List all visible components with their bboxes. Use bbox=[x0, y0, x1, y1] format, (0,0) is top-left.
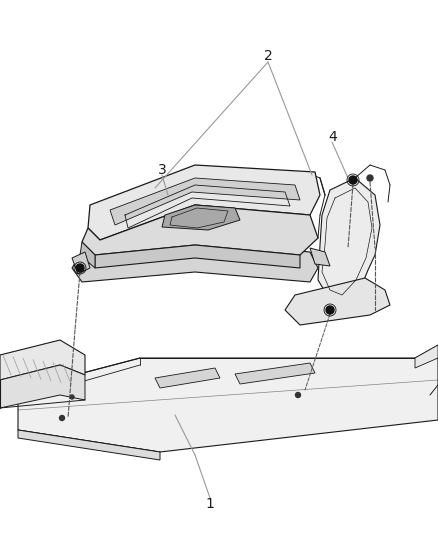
Text: 3: 3 bbox=[158, 163, 166, 177]
Polygon shape bbox=[72, 252, 90, 274]
Circle shape bbox=[70, 395, 74, 399]
Polygon shape bbox=[155, 368, 220, 388]
Polygon shape bbox=[82, 205, 318, 255]
Polygon shape bbox=[318, 178, 380, 305]
Polygon shape bbox=[162, 205, 240, 230]
Polygon shape bbox=[310, 248, 330, 266]
Polygon shape bbox=[235, 363, 315, 384]
Polygon shape bbox=[72, 242, 318, 282]
Circle shape bbox=[326, 306, 334, 314]
Polygon shape bbox=[95, 245, 300, 268]
Polygon shape bbox=[415, 345, 438, 368]
Circle shape bbox=[60, 416, 64, 421]
Polygon shape bbox=[18, 430, 160, 460]
Text: 4: 4 bbox=[328, 130, 337, 144]
Polygon shape bbox=[0, 340, 85, 380]
Polygon shape bbox=[110, 178, 300, 225]
Polygon shape bbox=[0, 365, 85, 408]
Circle shape bbox=[349, 176, 357, 184]
Polygon shape bbox=[80, 242, 95, 268]
Text: 1: 1 bbox=[205, 497, 215, 511]
Polygon shape bbox=[285, 278, 390, 325]
Circle shape bbox=[296, 392, 300, 398]
Polygon shape bbox=[18, 358, 438, 452]
Circle shape bbox=[367, 175, 373, 181]
Polygon shape bbox=[415, 345, 438, 358]
Circle shape bbox=[76, 264, 84, 272]
Text: 2: 2 bbox=[264, 49, 272, 63]
Polygon shape bbox=[88, 165, 320, 240]
